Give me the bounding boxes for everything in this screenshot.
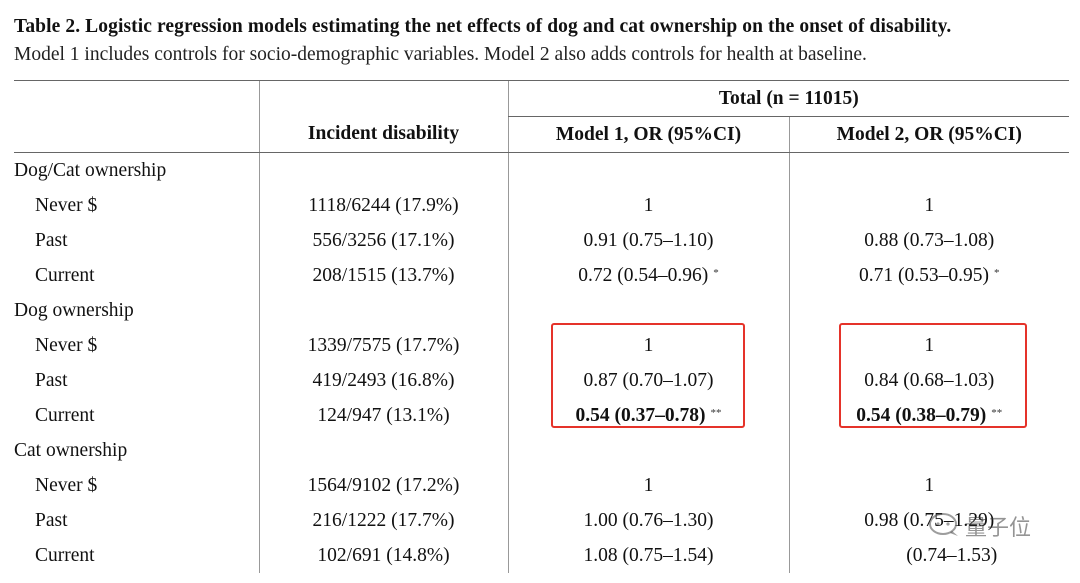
model2-cell: 0.84 (0.68–1.03) — [788, 363, 1069, 398]
group-label: Cat ownership — [14, 439, 128, 461]
group-header-row: Dog ownership — [14, 293, 1069, 328]
model1-cell: 1.00 (0.76–1.30) — [507, 503, 789, 538]
model1-cell: 1 — [507, 328, 789, 363]
model1-value: 0.72 (0.54–0.96) — [578, 264, 709, 286]
model1-value: 0.54 (0.37–0.78) — [575, 404, 706, 426]
row-label: Never $ — [35, 474, 98, 496]
header-incident-disability: Incident disability — [258, 116, 508, 153]
model1-cell: 1.08 (0.75–1.54) — [507, 538, 789, 573]
model2-value: 0.71 (0.53–0.95) — [859, 264, 989, 286]
header-model2: Model 2, OR (95%CI) — [788, 116, 1069, 153]
model1-value: 0.87 (0.70–1.07) — [583, 369, 714, 391]
incident-cell: 102/691 (14.8%) — [258, 538, 508, 573]
table-row: Past 419/2493 (16.8%) 0.87 (0.70–1.07) 0… — [14, 363, 1069, 398]
incident-cell: 216/1222 (17.7%) — [258, 503, 508, 538]
model2-cell: 1 — [788, 468, 1069, 503]
table-row: Past 216/1222 (17.7%) 1.00 (0.76–1.30) 0… — [14, 503, 1069, 538]
model1-value: 0.91 (0.75–1.10) — [583, 229, 714, 251]
header-empty-cell — [14, 80, 259, 117]
highlight-box-model2 — [839, 323, 1027, 428]
chat-bubble-icon — [929, 513, 958, 536]
header-total-group: Total (n = 11015) — [507, 80, 1069, 117]
model2-cell: 0.98 (0.75–1.29) — [788, 503, 1069, 538]
highlight-box-model1 — [551, 323, 745, 428]
row-label: Current — [35, 544, 95, 566]
incident-cell: 419/2493 (16.8%) — [258, 363, 508, 398]
row-label: Past — [35, 369, 68, 391]
table-row: Current 208/1515 (13.7%) 0.72 (0.54–0.96… — [14, 258, 1069, 293]
group-header-row: Cat ownership — [14, 433, 1069, 468]
model2-value: 0.84 (0.68–1.03) — [864, 369, 995, 391]
significance-marker: ** — [710, 406, 722, 419]
model1-cell: 0.72 (0.54–0.96) * — [507, 258, 789, 293]
model2-value: (0.74–1.53) — [906, 544, 998, 566]
model1-value: 1 — [643, 194, 654, 216]
significance-marker: * — [713, 266, 719, 279]
model2-cell: 0.71 (0.53–0.95) * — [788, 258, 1069, 293]
header-empty-cell — [258, 80, 508, 117]
group-label: Dog/Cat ownership — [14, 159, 167, 181]
model2-cell: 1 — [788, 188, 1069, 223]
model2-value: 0.98 (0.75–1.29) — [864, 509, 995, 531]
model2-value: 0.88 (0.73–1.08) — [864, 229, 995, 251]
model2-value: 1 — [924, 334, 935, 356]
significance-marker: ** — [991, 406, 1003, 419]
incident-cell: 1564/9102 (17.2%) — [258, 468, 508, 503]
model1-value: 1.08 (0.75–1.54) — [583, 544, 714, 566]
row-label: Current — [35, 404, 95, 426]
watermark-text: 量子位 — [965, 516, 1032, 541]
model1-cell: 0.91 (0.75–1.10) — [507, 223, 789, 258]
model1-value: 1 — [643, 334, 654, 356]
model1-cell: 0.87 (0.70–1.07) — [507, 363, 789, 398]
table-row: Never $ 1118/6244 (17.9%) 1 1 — [14, 188, 1069, 223]
incident-cell: 124/947 (13.1%) — [258, 398, 508, 433]
incident-cell: 556/3256 (17.1%) — [258, 223, 508, 258]
table-row: Past 556/3256 (17.1%) 0.91 (0.75–1.10) 0… — [14, 223, 1069, 258]
model2-cell: 0.88 (0.73–1.08) — [788, 223, 1069, 258]
model2-cell: 1 — [788, 328, 1069, 363]
table-row: Never $ 1339/7575 (17.7%) 1 1 — [14, 328, 1069, 363]
model1-cell: 1 — [507, 468, 789, 503]
model2-value: 1 — [924, 474, 935, 496]
model1-value: 1.00 (0.76–1.30) — [583, 509, 714, 531]
incident-cell: 208/1515 (13.7%) — [258, 258, 508, 293]
model2-value: 1 — [924, 194, 935, 216]
header-row-columns: Incident disability Model 1, OR (95%CI) … — [14, 116, 1069, 153]
significance-marker: * — [994, 266, 1000, 279]
group-header-row: Dog/Cat ownership — [14, 152, 1069, 188]
table-caption-subtitle: Model 1 includes controls for socio-demo… — [14, 44, 867, 65]
table-row: Never $ 1564/9102 (17.2%) 1 1 — [14, 468, 1069, 503]
row-label: Past — [35, 229, 68, 251]
model2-cell: (0.74–1.53) — [788, 538, 1069, 573]
header-empty-cell — [14, 116, 259, 153]
header-row-group: Total (n = 11015) — [14, 80, 1069, 117]
row-label: Never $ — [35, 334, 98, 356]
model1-cell: 1 — [507, 188, 789, 223]
table-caption-title: Table 2. Logistic regression models esti… — [14, 16, 952, 37]
model1-value: 1 — [643, 474, 654, 496]
row-label: Past — [35, 509, 68, 531]
incident-cell: 1118/6244 (17.9%) — [258, 188, 508, 223]
incident-cell: 1339/7575 (17.7%) — [258, 328, 508, 363]
header-model1: Model 1, OR (95%CI) — [507, 116, 789, 153]
row-label: Never $ — [35, 194, 98, 216]
table-row: Current 102/691 (14.8%) 1.08 (0.75–1.54)… — [14, 538, 1069, 573]
group-label: Dog ownership — [14, 299, 134, 321]
row-label: Current — [35, 264, 95, 286]
model2-value: 0.54 (0.38–0.79) — [856, 404, 987, 426]
